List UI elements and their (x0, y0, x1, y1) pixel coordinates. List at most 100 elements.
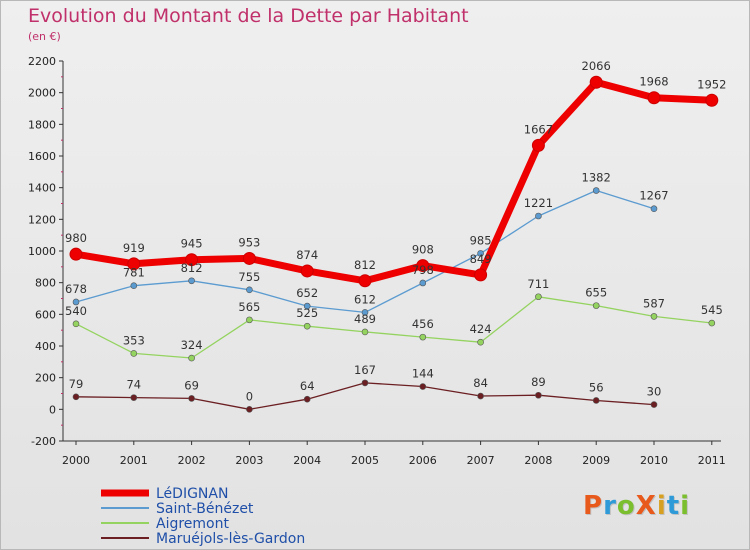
logo-letter: o (616, 491, 636, 521)
logo-letter: r (603, 491, 617, 521)
data-point (188, 395, 195, 402)
y-tick-label: 600 (35, 308, 56, 321)
logo-letter: i (656, 491, 667, 521)
data-point (650, 205, 658, 213)
y-tick-label: 1000 (28, 245, 56, 258)
data-label: 655 (585, 286, 607, 300)
data-label: 456 (412, 317, 434, 331)
chart-title: Evolution du Montant de la Dette par Hab… (28, 5, 469, 27)
y-tick-label: 1200 (28, 213, 56, 226)
data-label: 1382 (582, 171, 611, 185)
data-label: 985 (470, 233, 492, 247)
y-tick-label: 2200 (28, 55, 56, 68)
x-tick-label: 2009 (582, 454, 610, 467)
x-tick-label: 2006 (409, 454, 437, 467)
data-label: 908 (412, 243, 434, 257)
data-label: 980 (65, 231, 87, 245)
data-label: 1267 (639, 189, 668, 203)
legend-label: Maruéjols-lès-Gardon (156, 531, 305, 547)
data-point (650, 313, 658, 320)
data-point (361, 379, 369, 387)
data-point (72, 320, 80, 328)
logo-letter: t (666, 491, 681, 521)
data-label: 79 (69, 377, 84, 391)
data-point (419, 279, 427, 287)
data-point (303, 322, 311, 330)
y-tick-label: 2000 (28, 87, 56, 100)
data-label: 755 (238, 270, 260, 284)
data-point (589, 75, 603, 89)
legend-label: Saint-Bénézet (156, 501, 254, 517)
data-label: 678 (65, 282, 87, 296)
data-label: 540 (65, 304, 87, 318)
data-label: 545 (701, 303, 723, 317)
data-point (72, 298, 80, 306)
data-point (535, 212, 542, 220)
legend-label: Aigremont (156, 516, 229, 532)
data-label: 945 (181, 237, 203, 251)
x-tick-label: 2003 (235, 454, 263, 467)
data-label: 781 (123, 266, 145, 280)
data-label: 565 (238, 300, 260, 314)
data-label: 0 (246, 389, 253, 403)
data-point (69, 247, 83, 261)
x-tick-label: 2007 (467, 454, 495, 467)
data-point (300, 264, 314, 278)
x-tick-label: 2001 (120, 454, 148, 467)
data-label: 525 (296, 306, 318, 320)
data-label: 89 (531, 375, 546, 389)
data-label: 711 (527, 277, 549, 291)
data-label: 424 (470, 322, 492, 336)
data-point (185, 253, 199, 267)
data-point (130, 282, 138, 289)
x-tick-label: 2000 (62, 454, 90, 467)
data-point (130, 350, 138, 357)
data-point (361, 309, 369, 316)
data-label: 587 (643, 296, 665, 310)
data-point (127, 257, 141, 271)
logo-letter: X (635, 491, 657, 521)
data-point (246, 316, 253, 324)
y-tick-label: 200 (35, 372, 56, 385)
data-label: 56 (589, 380, 604, 394)
x-tick-label: 2010 (640, 454, 668, 467)
data-label: 84 (473, 376, 488, 390)
data-label: 849 (470, 252, 492, 266)
data-point (477, 338, 484, 346)
series-line-0 (72, 78, 716, 285)
data-point (650, 401, 658, 408)
data-point (130, 394, 138, 401)
data-label: 144 (412, 367, 434, 381)
logo-letter: P (583, 491, 604, 521)
data-point (477, 250, 484, 257)
y-tick-label: 0 (49, 403, 56, 416)
data-point (188, 277, 195, 285)
data-label: 1667 (524, 122, 553, 136)
data-label: 30 (647, 385, 662, 399)
data-label: 812 (181, 261, 203, 275)
data-point (416, 259, 430, 273)
data-point (419, 383, 427, 390)
y-tick-label: -200 (31, 435, 56, 448)
data-label: 1952 (697, 77, 726, 91)
data-point (708, 319, 716, 327)
data-label: 612 (354, 292, 376, 306)
y-tick-label: 400 (35, 340, 56, 353)
data-point (361, 328, 369, 336)
data-point (358, 274, 372, 288)
data-point (477, 392, 484, 400)
x-tick-label: 2005 (351, 454, 379, 467)
y-tick-label: 800 (35, 277, 56, 290)
data-label: 2066 (582, 59, 611, 73)
y-tick-label: 1600 (28, 150, 56, 163)
data-label: 874 (296, 248, 318, 262)
y-tick-label: 1400 (28, 182, 56, 195)
series-line-3 (75, 382, 655, 410)
x-tick-label: 2008 (524, 454, 552, 467)
data-label: 489 (354, 312, 376, 326)
legend-label: LéDIGNAN (156, 486, 228, 502)
data-point (246, 286, 253, 294)
chart-subtitle: (en €) (28, 30, 61, 43)
